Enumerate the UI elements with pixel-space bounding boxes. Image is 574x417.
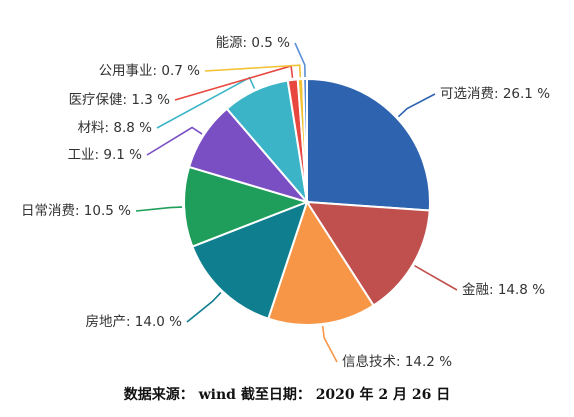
data-label-9: 公用事业: 0.7 %: [99, 63, 201, 79]
leader-line-1: [397, 93, 436, 118]
data-label-3: 信息技术: 14.2 %: [342, 353, 452, 370]
pie-chart: 可选消费: 26.1 % 金融: 14.8 % 信息技术: 14.2 % 房地产: 1…: [21, 35, 550, 370]
pie-slice-10: [302, 77, 308, 203]
leader-line-9: [204, 64, 302, 78]
leader-line-5: [135, 206, 183, 212]
data-label-7: 材料: 8.8 %: [78, 120, 153, 136]
pie-slice-1: [306, 77, 431, 212]
pie-slice-2: [305, 200, 431, 307]
data-label-1: 可选消费: 26.1 %: [440, 86, 550, 102]
leader-lines: [135, 42, 458, 363]
pie-slice-5: [183, 165, 311, 248]
data-label-8: 医疗保健: 1.3 %: [69, 92, 171, 108]
data-label-4: 房地产: 14.0 %: [85, 314, 182, 330]
leader-line-10: [294, 42, 306, 78]
leader-line-2: [414, 264, 458, 291]
data-label-6: 工业: 9.1 %: [68, 147, 143, 163]
pie-slice-4: [191, 200, 309, 321]
leader-line-6: [146, 126, 203, 156]
data-label-2: 金融: 14.8 %: [462, 282, 545, 298]
pie-slice-3: [266, 199, 375, 326]
data-label-5: 日常消费: 10.5 %: [21, 203, 131, 219]
data-labels: 可选消费: 26.1 % 金融: 14.8 % 信息技术: 14.2 % 房地产: 1…: [21, 35, 550, 370]
data-label-10: 能源: 0.5 %: [216, 35, 291, 51]
pie-slices: [183, 77, 431, 326]
leader-line-3: [321, 325, 338, 363]
leader-line-4: [186, 292, 222, 323]
data-source-note: 数据来源： wind 截至日期： 2020 年 2 月 26 日: [123, 387, 451, 403]
